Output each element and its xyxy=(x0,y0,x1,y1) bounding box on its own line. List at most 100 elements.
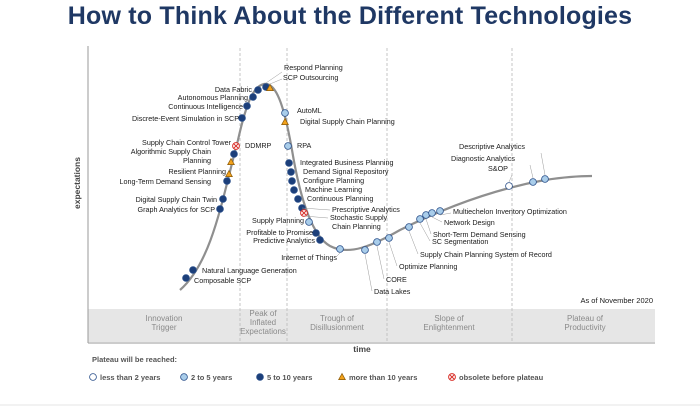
leader-line xyxy=(419,222,431,242)
technology-label: Supply Chain Planning System of Record xyxy=(420,250,552,259)
technology-label: Discrete-Event Simulation in SCP xyxy=(132,114,239,123)
marker-circle xyxy=(294,195,302,203)
leader-line xyxy=(431,216,443,223)
technology-marker: AutoML xyxy=(281,106,322,117)
technology-label: Supply Planning xyxy=(252,216,304,225)
technology-marker: Predictive Analytics xyxy=(253,236,324,245)
technology-label: Long-Term Demand Sensing xyxy=(120,177,212,186)
legend-item: less than 2 years xyxy=(89,373,160,382)
technology-marker: Network Design xyxy=(428,209,495,227)
marker-circle xyxy=(249,93,257,101)
technology-marker: Continuous Planning xyxy=(294,194,373,203)
marker-circle xyxy=(405,223,413,231)
technology-marker: Data Lakes xyxy=(361,246,411,296)
technology-label: Stochastic Supply xyxy=(330,213,388,222)
legend-item-label: 2 to 5 years xyxy=(191,373,232,382)
svg-text:Expectations: Expectations xyxy=(240,327,286,336)
marker-circle xyxy=(305,218,313,226)
marker-circle xyxy=(428,209,436,217)
phase-band xyxy=(88,309,655,342)
technology-marker: Supply Chain Control Tower xyxy=(142,138,238,158)
marker-circle xyxy=(254,86,262,94)
technology-label: DDMRP xyxy=(245,141,272,150)
y-axis-label: expectations xyxy=(72,157,82,209)
technology-marker: Composable SCP xyxy=(182,274,251,285)
technology-marker: Discrete-Event Simulation in SCP xyxy=(132,114,246,123)
technology-label: Descriptive Analytics xyxy=(459,142,525,151)
svg-text:Enlightenment: Enlightenment xyxy=(423,323,475,332)
technology-label: AutoML xyxy=(297,106,322,115)
technology-marker: Integrated Business Planning xyxy=(285,158,394,167)
technology-marker: Supply Planning xyxy=(252,216,313,226)
leader-line xyxy=(439,212,452,216)
svg-text:Trough of: Trough of xyxy=(320,314,355,323)
marker-circle xyxy=(182,274,190,282)
legend-item-label: more than 10 years xyxy=(349,373,417,382)
technology-marker: SCP Outsourcing xyxy=(266,73,338,91)
technology-label: Resilient Planning xyxy=(168,167,226,176)
technology-label: Algorithmic Supply Chain xyxy=(131,147,211,156)
svg-text:Inflated: Inflated xyxy=(250,318,276,327)
marker-circle xyxy=(373,238,381,246)
leader-line xyxy=(388,241,398,267)
marker-triangle xyxy=(266,83,274,91)
technology-label: RPA xyxy=(297,141,311,150)
technology-label: Diagnostic Analytics xyxy=(451,154,515,163)
legend-title: Plateau will be reached: xyxy=(92,355,177,364)
marker-circle xyxy=(238,114,246,122)
technology-marker: Resilient Planning xyxy=(168,167,233,177)
technology-label: CORE xyxy=(386,275,407,284)
technology-marker: Diagnostic Analytics xyxy=(451,154,537,186)
technology-label: Network Design xyxy=(444,218,495,227)
leader-line xyxy=(265,71,283,84)
marker-circle xyxy=(243,102,251,110)
leader-line xyxy=(408,230,419,255)
marker-obsolete-stroke xyxy=(233,143,239,149)
marker-circle xyxy=(288,177,296,185)
marker-circle xyxy=(285,159,293,167)
marker-circle xyxy=(189,266,197,274)
leader-line xyxy=(508,174,513,183)
legend: Plateau will be reached: less than 2 year… xyxy=(89,355,544,382)
technology-marker: Multiechelon Inventory Optimization xyxy=(436,207,567,216)
marker-circle xyxy=(505,182,513,190)
legend-item: 5 to 10 years xyxy=(256,373,312,382)
technology-label: Configure Planning xyxy=(303,176,364,185)
marker-triangle xyxy=(225,169,233,177)
technology-marker: Configure Planning xyxy=(288,176,364,185)
technology-marker: Autonomous Planning xyxy=(178,93,257,102)
legend-item-label: obsolete before plateau xyxy=(459,373,544,382)
marker-circle xyxy=(529,178,537,186)
legend-item: 2 to 5 years xyxy=(180,373,232,382)
leader-line xyxy=(301,207,331,211)
leader-line xyxy=(303,215,329,219)
leader-line xyxy=(269,78,283,85)
as-of-note: As of November 2020 xyxy=(580,296,653,305)
technology-marker: Digital Supply Chain Twin xyxy=(136,195,227,204)
technology-label: Respond Planning xyxy=(284,63,343,72)
marker-circle xyxy=(180,373,188,381)
technology-label: Chain Planning xyxy=(332,222,381,231)
technology-marker: Continuous Intelligence xyxy=(168,102,251,111)
technology-label: Profitable to Promise xyxy=(246,228,313,237)
svg-text:Plateau of: Plateau of xyxy=(567,314,604,323)
leader-line xyxy=(529,164,534,179)
technology-marker: Supply Chain Planning System of Record xyxy=(405,223,552,259)
marker-circle xyxy=(316,236,324,244)
technology-label: Machine Learning xyxy=(305,185,362,194)
svg-text:Disillusionment: Disillusionment xyxy=(310,323,365,332)
technology-marker: Machine Learning xyxy=(290,185,362,194)
marker-circle xyxy=(89,373,97,381)
marker-circle xyxy=(287,168,295,176)
technology-label: S&OP xyxy=(488,164,508,173)
technology-label: Continuous Intelligence xyxy=(168,102,243,111)
svg-text:Innovation: Innovation xyxy=(146,314,183,323)
technology-marker: RPA xyxy=(284,141,311,150)
svg-text:Peak of: Peak of xyxy=(249,309,277,318)
technology-marker: Internet of Things xyxy=(281,245,344,262)
technology-marker: S&OP xyxy=(488,164,513,190)
technology-label: Graph Analytics for SCP xyxy=(138,205,216,214)
